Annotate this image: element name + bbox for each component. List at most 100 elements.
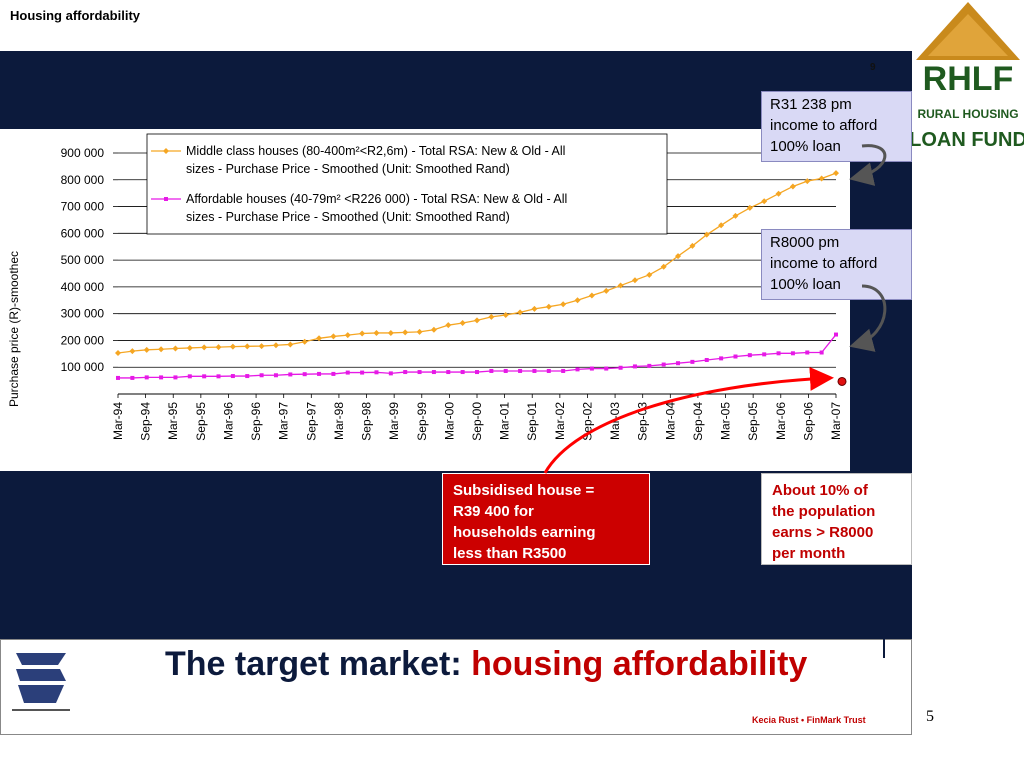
data-point-affordable xyxy=(331,371,336,376)
callout-subsidised-house: Subsidised house = R39 400 for household… xyxy=(442,473,650,565)
x-tick-label: Sep-99 xyxy=(415,402,429,441)
subsidised-house-marker xyxy=(837,376,847,386)
data-point-affordable xyxy=(388,371,393,376)
data-point-middle-class xyxy=(818,175,825,182)
callout-middle-line3: 100% loan xyxy=(770,138,841,155)
callout-population-line1: About 10% of xyxy=(772,482,868,499)
data-point-middle-class xyxy=(660,263,667,270)
footer-credit: Kecia Rust • FinMark Trust xyxy=(752,715,866,725)
chart-y-axis-label: Purchase price (R)-smoothec xyxy=(7,251,21,407)
data-point-middle-class xyxy=(229,343,236,350)
chart-series xyxy=(115,170,839,380)
x-tick-label: Sep-05 xyxy=(746,402,760,441)
data-point-affordable xyxy=(489,368,494,373)
data-point-affordable xyxy=(475,370,479,375)
data-point-middle-class xyxy=(675,253,682,260)
data-point-middle-class xyxy=(445,322,452,329)
legend-label-affordable-line2: sizes - Purchase Price - Smoothed (Unit:… xyxy=(186,210,510,224)
y-tick-label: 200 000 xyxy=(61,333,105,347)
data-point-affordable xyxy=(317,371,322,376)
data-point-middle-class xyxy=(258,343,265,350)
data-point-middle-class xyxy=(387,329,394,336)
data-point-affordable xyxy=(575,367,580,372)
legend-marker-middle xyxy=(163,148,169,154)
chart-y-ticks: 100 000 200 000 300 000 400 000 500 000 600 0… xyxy=(61,146,105,374)
data-point-affordable xyxy=(561,368,566,373)
data-point-middle-class xyxy=(574,297,581,304)
x-tick-label: Sep-04 xyxy=(691,402,705,441)
data-point-middle-class xyxy=(545,303,552,310)
callout-subsidised-line4: less than R3500 xyxy=(453,545,567,562)
logo-text-rhlf: RHLF xyxy=(923,60,1014,98)
data-point-middle-class xyxy=(474,317,480,324)
data-point-affordable xyxy=(230,374,235,379)
data-point-middle-class xyxy=(689,242,696,249)
legend-marker-affordable xyxy=(164,197,168,201)
data-point-affordable xyxy=(546,368,551,373)
y-tick-label: 300 000 xyxy=(61,307,105,321)
data-point-middle-class xyxy=(330,333,337,340)
y-tick-label: 700 000 xyxy=(61,200,105,214)
navy-band-right xyxy=(850,129,912,471)
x-tick-label: Sep-01 xyxy=(525,402,539,441)
data-point-middle-class xyxy=(588,292,595,299)
data-point-affordable xyxy=(173,375,178,380)
callout-subsidised-line1: Subsidised house = xyxy=(453,482,595,499)
data-point-middle-class xyxy=(359,330,366,337)
data-point-affordable xyxy=(762,352,767,357)
x-tick-label: Mar-96 xyxy=(221,402,235,440)
data-point-affordable xyxy=(302,372,307,377)
callout-middle-line1: R31 238 pm xyxy=(770,96,852,113)
legend-label-affordable-line1: Affordable houses (40-79m² <R226 000) - … xyxy=(186,192,567,206)
data-point-affordable xyxy=(460,370,465,375)
data-point-affordable xyxy=(360,370,365,375)
data-point-middle-class xyxy=(833,170,839,177)
data-point-affordable xyxy=(431,370,436,375)
data-point-middle-class xyxy=(272,342,279,349)
data-point-affordable xyxy=(159,375,164,380)
data-point-affordable xyxy=(676,361,681,366)
y-tick-label: 600 000 xyxy=(61,226,105,240)
data-point-middle-class xyxy=(158,346,165,353)
slide-header-title: Housing affordability xyxy=(10,8,140,23)
y-tick-label: 400 000 xyxy=(61,280,105,294)
data-point-middle-class xyxy=(373,329,380,336)
callout-affordable-income: R8000 pm income to afford 100% loan xyxy=(761,229,912,300)
data-point-affordable xyxy=(202,374,207,379)
data-point-middle-class xyxy=(746,204,753,211)
data-point-middle-class xyxy=(560,301,567,308)
data-point-middle-class xyxy=(459,320,466,327)
x-tick-label: Sep-03 xyxy=(636,402,650,441)
legend-label-middle-line1: Middle class houses (80-400m²<R2,6m) - T… xyxy=(186,144,565,158)
x-tick-label: Mar-04 xyxy=(663,402,677,440)
x-tick-label: Mar-06 xyxy=(774,402,788,440)
data-point-middle-class xyxy=(301,338,308,345)
data-point-affordable xyxy=(503,368,508,373)
slide-main-title: The target market: housing affordability xyxy=(165,645,807,684)
data-point-middle-class xyxy=(316,335,323,342)
callout-population-share: About 10% of the population earns > R800… xyxy=(761,473,912,565)
callout-population-line2: the population xyxy=(772,503,876,520)
data-point-middle-class xyxy=(502,312,509,319)
logo-text-rural: RURAL HOUSING xyxy=(917,107,1018,121)
data-point-middle-class xyxy=(789,183,796,190)
title-highlight: housing affordability xyxy=(471,645,808,683)
x-tick-label: Sep-06 xyxy=(801,402,815,441)
x-tick-label: Mar-95 xyxy=(166,402,180,440)
x-tick-label: Mar-07 xyxy=(829,402,843,440)
callout-middle-line2: income to afford xyxy=(770,117,878,134)
data-point-affordable xyxy=(259,373,264,378)
y-tick-label: 100 000 xyxy=(61,360,105,374)
data-point-middle-class xyxy=(215,344,222,351)
x-tick-label: Sep-96 xyxy=(249,402,263,441)
data-point-middle-class xyxy=(531,305,538,312)
x-tick-label: Mar-98 xyxy=(332,402,346,440)
data-point-affordable xyxy=(288,372,293,377)
data-point-middle-class xyxy=(186,344,193,351)
x-tick-label: Mar-05 xyxy=(719,402,733,440)
x-tick-label: Mar-99 xyxy=(387,402,401,440)
data-point-middle-class xyxy=(603,287,610,294)
data-point-affordable xyxy=(618,365,623,370)
data-point-middle-class xyxy=(287,341,294,348)
x-tick-label: Mar-02 xyxy=(553,402,567,440)
